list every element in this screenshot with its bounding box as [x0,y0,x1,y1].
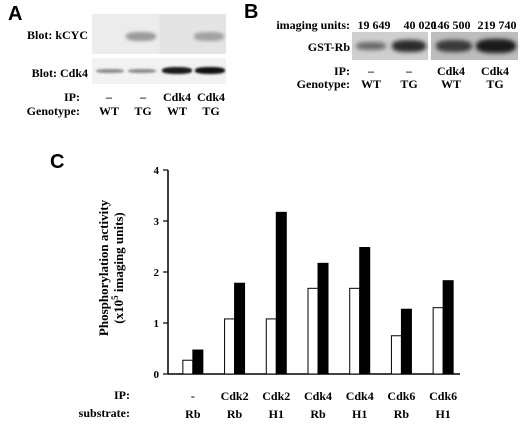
bar [317,262,329,375]
cdk4-band [195,67,225,74]
x-label-ip: Cdk2 [221,389,249,403]
panel-b-lane-genotype: TG [486,77,504,91]
y-axis-title-line1: Phosphorylation activity [96,199,111,336]
panel-b-lane-ip: – [368,64,374,78]
panel-a-lane-ip: – [140,90,146,104]
blot-cdk4-label: Blot: Cdk4 [31,66,88,80]
x-label-substrate: H1 [352,407,367,421]
imaging-units-value: 40 020 [403,18,437,32]
gst-rb-label: GST-Rb [307,40,350,54]
panel-b-lane-ip: Cdk4 [480,64,509,78]
blot-kcyc-label: Blot: kCYC [26,28,88,42]
bar [390,335,402,375]
panel-b-lane-genotype: WT [440,77,461,91]
panel-a-lane-ip: – [106,90,112,104]
chart-bars [182,211,454,375]
imaging-units-value: 146 500 [431,18,471,32]
panel-a-lane-genotype: WT [98,104,119,118]
bar [432,307,444,375]
cdk4-band [128,69,156,73]
gst-rb-blot-lane [428,32,431,60]
y-axis-title-post: imaging units) [111,212,126,295]
y-tick-label: 4 [154,165,160,177]
imaging-units-value: 19 649 [357,18,391,32]
kcyc-band [126,32,156,41]
panel-b-lane-ip: – [406,64,412,78]
panel-a-ip-label: IP: [64,90,80,104]
panel-b-genotype-label: Genotype: [296,77,350,91]
y-axis-title: Phosphorylation activity (x105 imaging u… [96,199,126,336]
x-label-substrate: Rb [310,407,326,421]
x-label-ip: - [191,389,195,403]
x-label-substrate: Rb [185,407,201,421]
substrate-row-label: substrate: [78,406,130,420]
gst-rb-blot-image [352,32,518,60]
ip-row-label: IP: [114,388,130,402]
bar [234,282,246,375]
bar [442,280,454,375]
panel-a-genotype-label: Genotype: [26,104,80,118]
panel-b-ip-label: IP: [334,64,350,78]
panel-b-lane-ip: Cdk4 [436,64,465,78]
y-tick-label: 1 [154,318,160,330]
panel-a-lane-genotype: TG [202,104,220,118]
bar [265,318,277,375]
bar [359,247,371,375]
panel-b-lane-genotype: WT [360,77,381,91]
gst-rb-band [476,39,516,53]
cdk4-band [162,67,192,74]
panel-a-lane-genotype: WT [166,104,187,118]
y-axis-title-sup: 5 [110,295,120,300]
y-tick-label: 2 [154,267,160,279]
kcyc-band [194,32,224,41]
bar [182,359,194,375]
x-label-ip: Cdk6 [387,389,415,403]
panel-a-lane-ip: Cdk4 [162,90,191,104]
gst-rb-band [436,40,472,52]
kcyc-blot-image [92,14,226,54]
panel-a-lane-genotype: TG [134,104,152,118]
panel-a-letter: A [8,3,23,25]
y-axis-title-pre: (x10 [111,300,126,324]
gst-rb-band [356,42,386,50]
bar [307,287,319,375]
cdk4-band [96,69,124,73]
x-label-ip: Cdk6 [429,389,457,403]
imaging-units-value: 219 740 [477,18,517,32]
chart-axes: 0 1 2 3 4 [154,165,460,381]
y-tick-label: 0 [154,369,160,381]
x-label-substrate: H1 [435,407,450,421]
bar [192,349,204,375]
bar [349,287,361,375]
x-label-ip: Cdk4 [346,389,374,403]
x-label-substrate: Rb [394,407,410,421]
bar [400,308,412,375]
x-label-ip: Cdk2 [262,389,290,403]
bar [224,318,236,375]
panel-b-letter: B [244,1,259,23]
x-label-substrate: H1 [269,407,284,421]
gst-rb-band [392,40,426,52]
x-label-ip: Cdk4 [304,389,332,403]
x-label-substrate: Rb [227,407,243,421]
y-axis-title-line2: (x105 imaging units) [110,212,126,323]
chart-x-labels: - Rb Cdk2 Rb Cdk2 H1 Cdk4 Rb Cdk4 H1 Cdk6 Rb Cdk6 H1 [185,389,457,421]
panel-b-lane-genotype: TG [400,77,418,91]
y-tick-label: 3 [154,216,160,228]
bar [275,211,287,375]
cdk4-blot-image [92,58,226,84]
panel-a-lane-ip: Cdk4 [196,90,225,104]
imaging-units-label: imaging units: [276,18,350,32]
panel-c-letter: C [50,151,65,173]
